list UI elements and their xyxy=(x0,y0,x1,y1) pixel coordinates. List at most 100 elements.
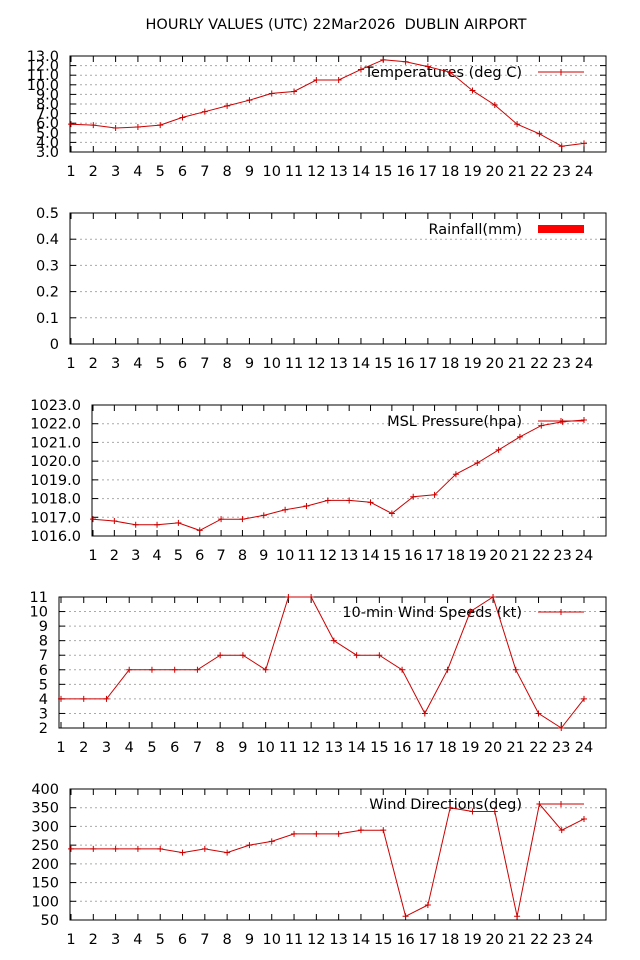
legend-label: Wind Directions(deg) xyxy=(369,797,522,813)
x-tick-label: 21 xyxy=(508,164,526,180)
x-tick-label: 12 xyxy=(307,164,325,180)
x-tick-label: 3 xyxy=(111,932,120,948)
x-tick-label: 19 xyxy=(468,548,486,564)
x-tick-label: 23 xyxy=(552,356,570,372)
data-point xyxy=(491,101,498,108)
legend-label: Temperatures (deg C) xyxy=(364,65,522,81)
y-tick-label: 7.0 xyxy=(36,107,59,123)
y-tick-label: 1021.0 xyxy=(30,435,81,451)
data-point xyxy=(421,710,428,717)
data-point xyxy=(80,695,87,702)
data-point xyxy=(335,830,342,837)
data-point xyxy=(90,516,96,523)
y-tick-label: 0.3 xyxy=(36,258,59,274)
data-point xyxy=(90,845,97,852)
x-tick-label: 18 xyxy=(438,740,456,756)
data-point xyxy=(447,804,454,811)
plot-frame xyxy=(69,788,607,921)
y-tick-label: 1016.0 xyxy=(30,529,81,545)
x-tick-label: 13 xyxy=(325,740,343,756)
x-tick-label: 12 xyxy=(302,740,320,756)
y-tick-label: 400 xyxy=(31,782,59,798)
data-point xyxy=(474,460,481,467)
data-point xyxy=(148,666,155,673)
x-tick-label: 1 xyxy=(88,548,97,564)
x-tick-label: 11 xyxy=(285,356,303,372)
y-tick-label: 250 xyxy=(31,838,59,854)
data-point xyxy=(447,69,454,76)
data-point xyxy=(308,594,315,600)
y-tick-label: 0 xyxy=(50,337,59,353)
x-tick-label: 15 xyxy=(383,548,401,564)
x-tick-label: 15 xyxy=(374,932,392,948)
data-point xyxy=(196,527,203,534)
x-tick-label: 2 xyxy=(79,740,88,756)
x-tick-label: 6 xyxy=(178,164,187,180)
x-tick-label: 12 xyxy=(307,932,325,948)
data-point xyxy=(157,845,164,852)
x-tick-label: 6 xyxy=(178,932,187,948)
x-tick-label: 17 xyxy=(425,548,443,564)
data-point xyxy=(268,838,275,845)
x-tick-label: 22 xyxy=(530,356,548,372)
data-point xyxy=(581,140,587,147)
x-tick-label: 19 xyxy=(463,932,481,948)
y-tick-label: 10 xyxy=(30,605,48,621)
y-tick-label: 9 xyxy=(39,619,48,635)
data-point xyxy=(262,666,269,673)
legend-label: 10-min Wind Speeds (kt) xyxy=(342,605,522,621)
data-point xyxy=(201,108,208,115)
y-tick-label: 11.0 xyxy=(27,68,59,84)
data-point xyxy=(303,503,310,510)
data-point xyxy=(154,521,161,528)
y-tick-label: 4.0 xyxy=(36,135,59,151)
page-title: HOURLY VALUES (UTC) 22Mar2026 DUBLIN AIR… xyxy=(145,17,527,33)
series-line xyxy=(61,596,585,729)
x-tick-label: 9 xyxy=(245,356,254,372)
x-tick-label: 24 xyxy=(575,740,593,756)
y-tick-label: 1023.0 xyxy=(30,398,81,414)
chart-panel-3: 1016.01017.01018.01019.01020.01021.01022… xyxy=(30,398,607,564)
series-line xyxy=(92,419,585,531)
legend-marker xyxy=(558,801,564,807)
data-point xyxy=(512,666,519,673)
plot-frame xyxy=(91,404,607,537)
x-tick-label: 15 xyxy=(370,740,388,756)
data-point xyxy=(171,666,178,673)
data-point xyxy=(134,124,141,131)
series-line xyxy=(70,59,585,147)
x-tick-label: 11 xyxy=(297,548,315,564)
x-tick-label: 10 xyxy=(263,164,281,180)
data-point xyxy=(201,845,208,852)
x-tick-label: 1 xyxy=(66,356,75,372)
data-point xyxy=(357,66,364,73)
x-tick-label: 19 xyxy=(461,740,479,756)
y-tick-label: 1017.0 xyxy=(30,510,81,526)
x-tick-label: 9 xyxy=(238,740,247,756)
x-tick-label: 22 xyxy=(530,164,548,180)
data-point xyxy=(558,725,565,731)
y-tick-label: 4 xyxy=(39,692,48,708)
data-point xyxy=(90,122,97,129)
y-tick-label: 11 xyxy=(30,590,48,606)
data-point xyxy=(410,493,417,500)
x-tick-label: 17 xyxy=(419,932,437,948)
x-tick-label: 24 xyxy=(575,932,593,948)
data-point xyxy=(559,418,566,425)
x-tick-label: 2 xyxy=(89,932,98,948)
x-tick-label: 7 xyxy=(216,548,225,564)
x-tick-label: 14 xyxy=(347,740,365,756)
data-point xyxy=(194,666,201,673)
y-tick-label: 2 xyxy=(39,721,48,737)
y-tick-label: 12.0 xyxy=(27,59,59,75)
y-tick-label: 50 xyxy=(41,913,59,929)
x-tick-label: 20 xyxy=(486,356,504,372)
data-point xyxy=(218,516,225,523)
x-tick-label: 8 xyxy=(216,740,225,756)
y-tick-label: 3 xyxy=(39,706,48,722)
data-point xyxy=(179,849,186,856)
x-tick-label: 9 xyxy=(259,548,268,564)
data-point xyxy=(535,710,542,717)
